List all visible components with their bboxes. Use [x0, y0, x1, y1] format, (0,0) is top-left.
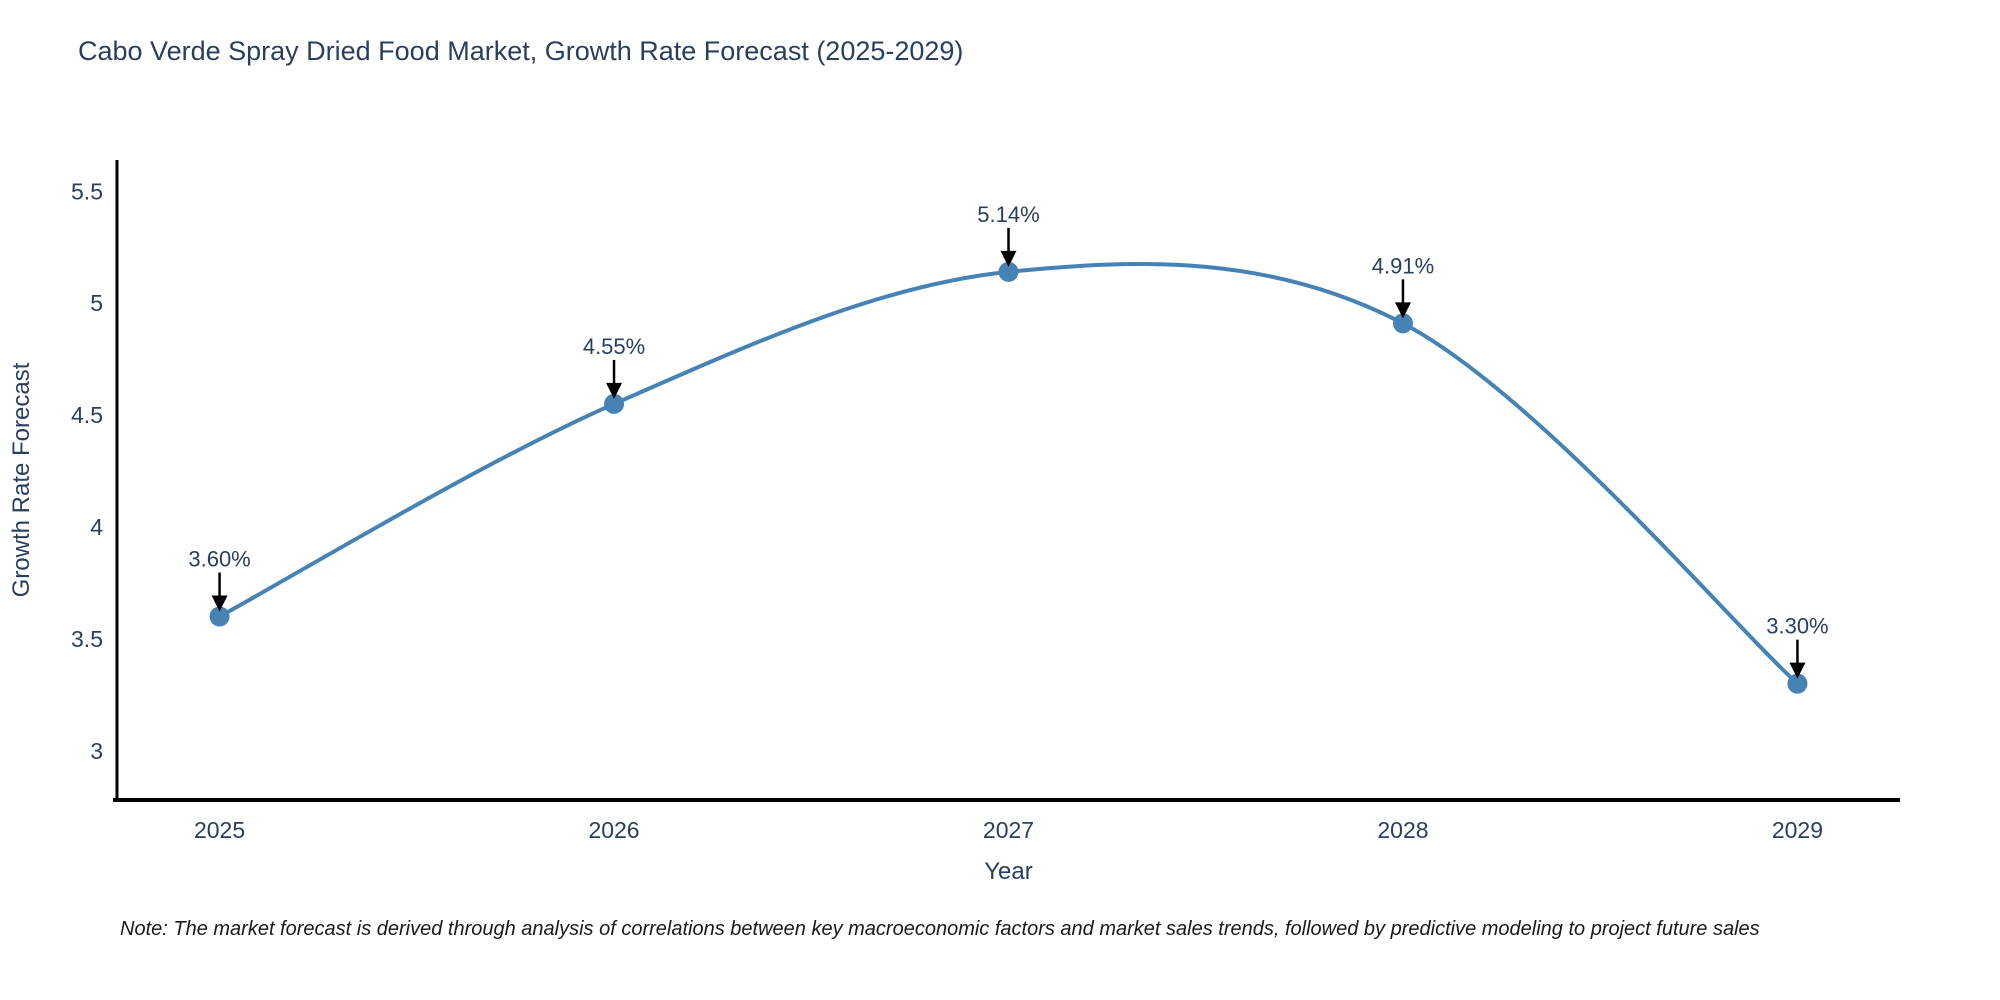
annotation-arrowhead-icon	[1000, 250, 1017, 267]
footnote: Note: The market forecast is derived thr…	[120, 918, 1760, 940]
plot-area: 3 3.5 4 4.5 5 5.5 2025 2026 2027 2028 2029 3.60% 4.5…	[71, 160, 1900, 843]
annotation-arrowhead-icon	[1789, 662, 1806, 679]
x-tick-label: 2029	[1772, 817, 1823, 843]
annotation-arrowhead-icon	[211, 595, 228, 612]
x-tick-label: 2028	[1377, 817, 1428, 843]
annotation-arrowhead-icon	[1394, 302, 1411, 319]
x-tick-label: 2025	[194, 817, 245, 843]
annotation-label: 3.60%	[188, 547, 250, 572]
y-tick-label: 5	[90, 290, 103, 316]
chart-title: Cabo Verde Spray Dried Food Market, Grow…	[78, 36, 964, 66]
x-tick-label: 2026	[588, 817, 639, 843]
annotation-arrowhead-icon	[606, 382, 623, 399]
y-tick-label: 3.5	[71, 626, 103, 652]
y-tick-label: 4	[90, 514, 103, 540]
data-point-marker	[998, 261, 1019, 282]
annotation-label: 4.55%	[583, 334, 645, 359]
data-point-marker	[604, 393, 625, 414]
annotation-label: 3.30%	[1766, 614, 1828, 639]
data-point-marker	[1787, 673, 1808, 694]
y-tick-label: 4.5	[71, 402, 103, 428]
annotation-label: 4.91%	[1372, 253, 1434, 278]
data-point-marker	[1392, 313, 1413, 334]
y-tick-label: 5.5	[71, 178, 103, 204]
data-point-marker	[209, 606, 230, 627]
y-tick-label: 3	[90, 738, 103, 764]
x-axis-title: Year	[984, 858, 1033, 885]
y-axis-title: Growth Rate Forecast	[8, 362, 35, 598]
forecast-line	[217, 262, 1800, 686]
annotation-label: 5.14%	[977, 202, 1039, 227]
x-tick-label: 2027	[983, 817, 1034, 843]
